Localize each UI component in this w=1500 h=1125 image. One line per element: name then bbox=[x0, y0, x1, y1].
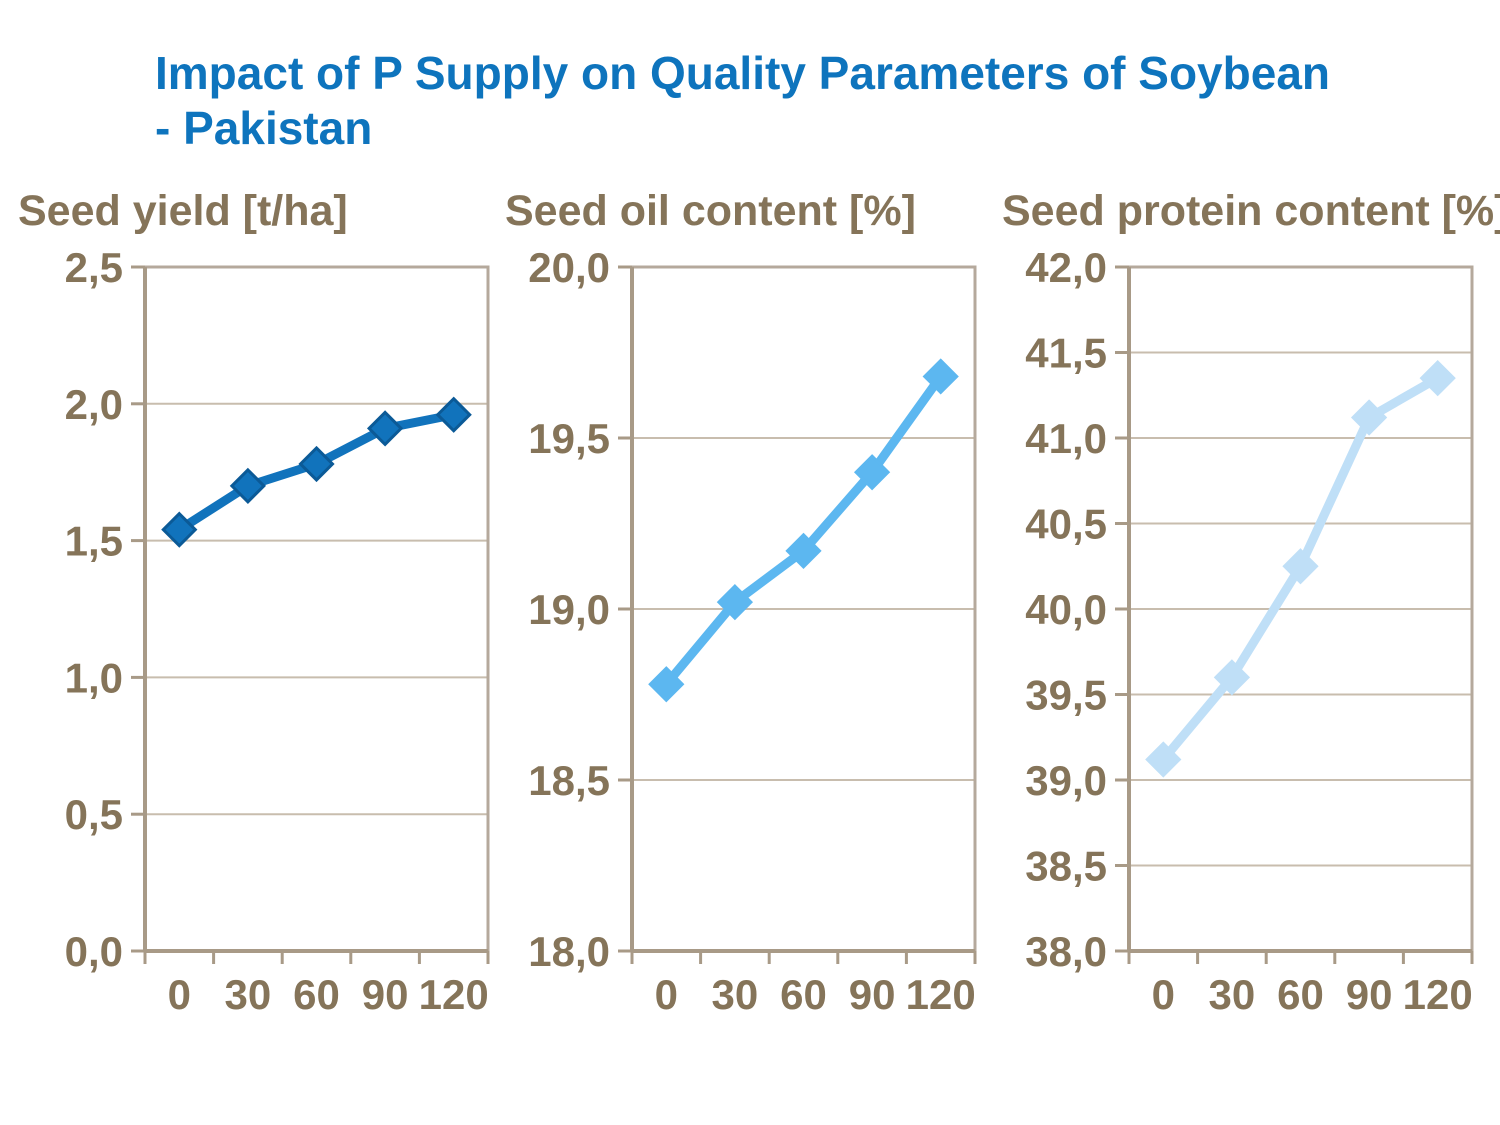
chart-title-seed-protein-content: Seed protein content [%] bbox=[1002, 187, 1500, 235]
chart-seed-yield: 0,0 0,5 1,0 1,5 2,0 2,5 0 30 60 90 120 Seed yield … bbox=[0, 185, 505, 1075]
svg-text:2,5: 2,5 bbox=[65, 244, 123, 291]
svg-text:40,5: 40,5 bbox=[1025, 501, 1107, 548]
svg-text:42,0: 42,0 bbox=[1025, 244, 1107, 291]
chart-seed-oil-content: 18,0 18,5 19,0 19,5 20,0 0 30 60 90 120 Seed oil … bbox=[487, 185, 992, 1075]
chart-seed-protein-content: 38,0 38,5 39,0 39,5 40,0 40,5 41,0 41,5 42,0 0 30 6… bbox=[984, 185, 1500, 1075]
slide-title: Impact of P Supply on Quality Parameters… bbox=[155, 46, 1475, 156]
svg-text:0: 0 bbox=[655, 971, 678, 1018]
svg-text:39,0: 39,0 bbox=[1025, 757, 1107, 804]
svg-text:18,5: 18,5 bbox=[528, 757, 610, 804]
svg-text:0,0: 0,0 bbox=[65, 928, 123, 975]
svg-text:19,0: 19,0 bbox=[528, 586, 610, 633]
svg-text:30: 30 bbox=[712, 971, 759, 1018]
chart-title-seed-oil-content: Seed oil content [%] bbox=[505, 187, 916, 235]
svg-text:120: 120 bbox=[419, 971, 489, 1018]
svg-text:18,0: 18,0 bbox=[528, 928, 610, 975]
seed-protein-plot: 38,0 38,5 39,0 39,5 40,0 40,5 41,0 41,5 42,0 0 30 6… bbox=[1025, 244, 1474, 1018]
chart-title-seed-yield: Seed yield [t/ha] bbox=[18, 187, 348, 235]
seed-yield-plot: 0,0 0,5 1,0 1,5 2,0 2,5 0 30 60 90 120 bbox=[65, 244, 490, 1018]
svg-text:0: 0 bbox=[1152, 971, 1175, 1018]
svg-text:120: 120 bbox=[906, 971, 976, 1018]
svg-text:90: 90 bbox=[362, 971, 409, 1018]
svg-text:41,5: 41,5 bbox=[1025, 330, 1107, 377]
slide-title-line-1: Impact of P Supply on Quality Parameters… bbox=[155, 47, 1330, 99]
svg-text:60: 60 bbox=[293, 971, 340, 1018]
svg-text:0: 0 bbox=[168, 971, 191, 1018]
svg-text:120: 120 bbox=[1403, 971, 1473, 1018]
svg-text:39,5: 39,5 bbox=[1025, 672, 1107, 719]
svg-text:41,0: 41,0 bbox=[1025, 415, 1107, 462]
svg-text:60: 60 bbox=[780, 971, 827, 1018]
svg-text:60: 60 bbox=[1277, 971, 1324, 1018]
svg-text:2,0: 2,0 bbox=[65, 381, 123, 428]
svg-text:90: 90 bbox=[1346, 971, 1393, 1018]
svg-text:90: 90 bbox=[849, 971, 896, 1018]
svg-text:1,0: 1,0 bbox=[65, 654, 123, 701]
svg-text:30: 30 bbox=[1209, 971, 1256, 1018]
svg-text:19,5: 19,5 bbox=[528, 415, 610, 462]
svg-text:0,5: 0,5 bbox=[65, 791, 123, 838]
svg-text:20,0: 20,0 bbox=[528, 244, 610, 291]
svg-text:38,5: 38,5 bbox=[1025, 843, 1107, 890]
slide-title-line-2: - Pakistan bbox=[155, 102, 373, 154]
svg-text:30: 30 bbox=[225, 971, 272, 1018]
svg-text:1,5: 1,5 bbox=[65, 518, 123, 565]
seed-oil-plot: 18,0 18,5 19,0 19,5 20,0 0 30 60 90 120 bbox=[528, 244, 977, 1018]
svg-text:38,0: 38,0 bbox=[1025, 928, 1107, 975]
svg-text:40,0: 40,0 bbox=[1025, 586, 1107, 633]
